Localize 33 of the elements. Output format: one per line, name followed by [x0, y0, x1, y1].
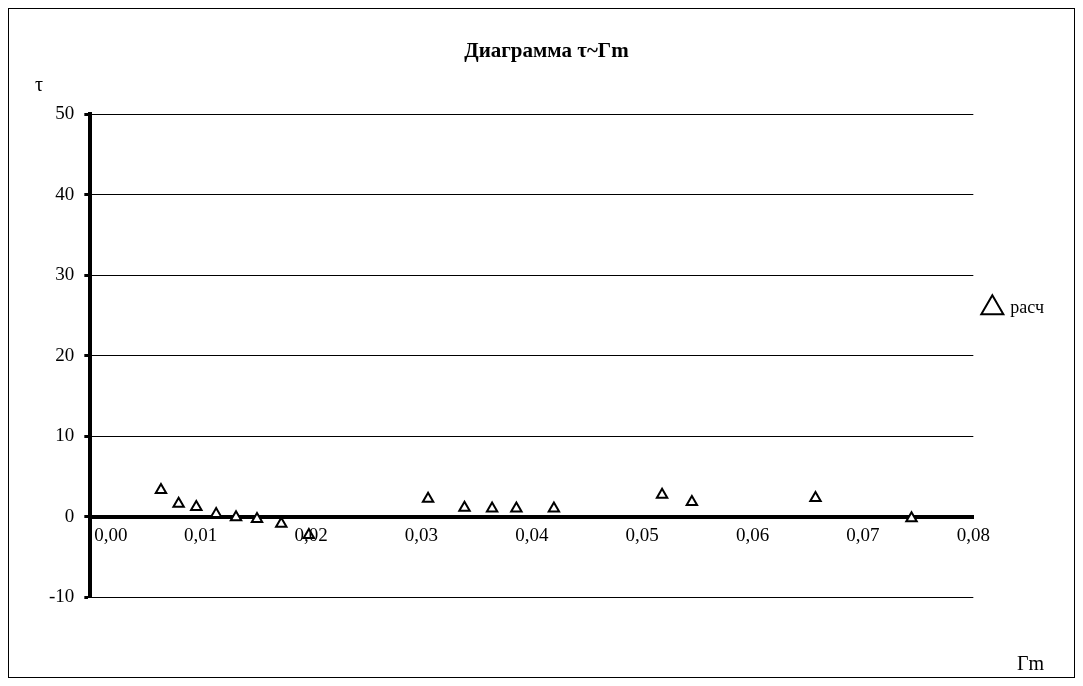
x-tick-label: 0,00	[94, 524, 128, 546]
point	[809, 491, 822, 503]
point	[190, 499, 203, 511]
x-tick-label: 0,06	[735, 524, 770, 546]
chart-title: Диаграмма τ~Γm	[464, 38, 630, 63]
y-tick-label: 30	[55, 263, 75, 285]
y-tick-label: 50	[55, 102, 75, 124]
point	[685, 495, 699, 507]
point	[250, 511, 264, 523]
x-tick-label: 0,01	[184, 524, 218, 546]
x-axis-title: Γm	[1016, 652, 1045, 675]
point	[510, 501, 523, 513]
x-tick-label: 0,04	[515, 524, 549, 546]
x-tick-label: 0,05	[625, 524, 659, 546]
point	[485, 501, 499, 513]
point	[655, 487, 669, 499]
point	[458, 500, 471, 512]
point	[172, 496, 185, 508]
x-tick-label: 0,08	[956, 524, 990, 546]
legend-label: расч	[1010, 296, 1044, 317]
y-axis-title: τ	[34, 73, 44, 96]
point	[229, 510, 243, 522]
y-tick-label: 0	[64, 504, 75, 526]
x-tick-label: 0,07	[846, 524, 880, 546]
point	[154, 482, 168, 494]
y-tick-label: 40	[55, 182, 75, 204]
point	[421, 491, 435, 503]
y-tick-label: 10	[55, 424, 75, 446]
point	[905, 511, 918, 523]
y-tick-label: 20	[55, 343, 75, 365]
y-tick-label: -10	[49, 584, 75, 606]
point	[547, 501, 561, 513]
x-tick-label: 0,03	[404, 524, 439, 546]
